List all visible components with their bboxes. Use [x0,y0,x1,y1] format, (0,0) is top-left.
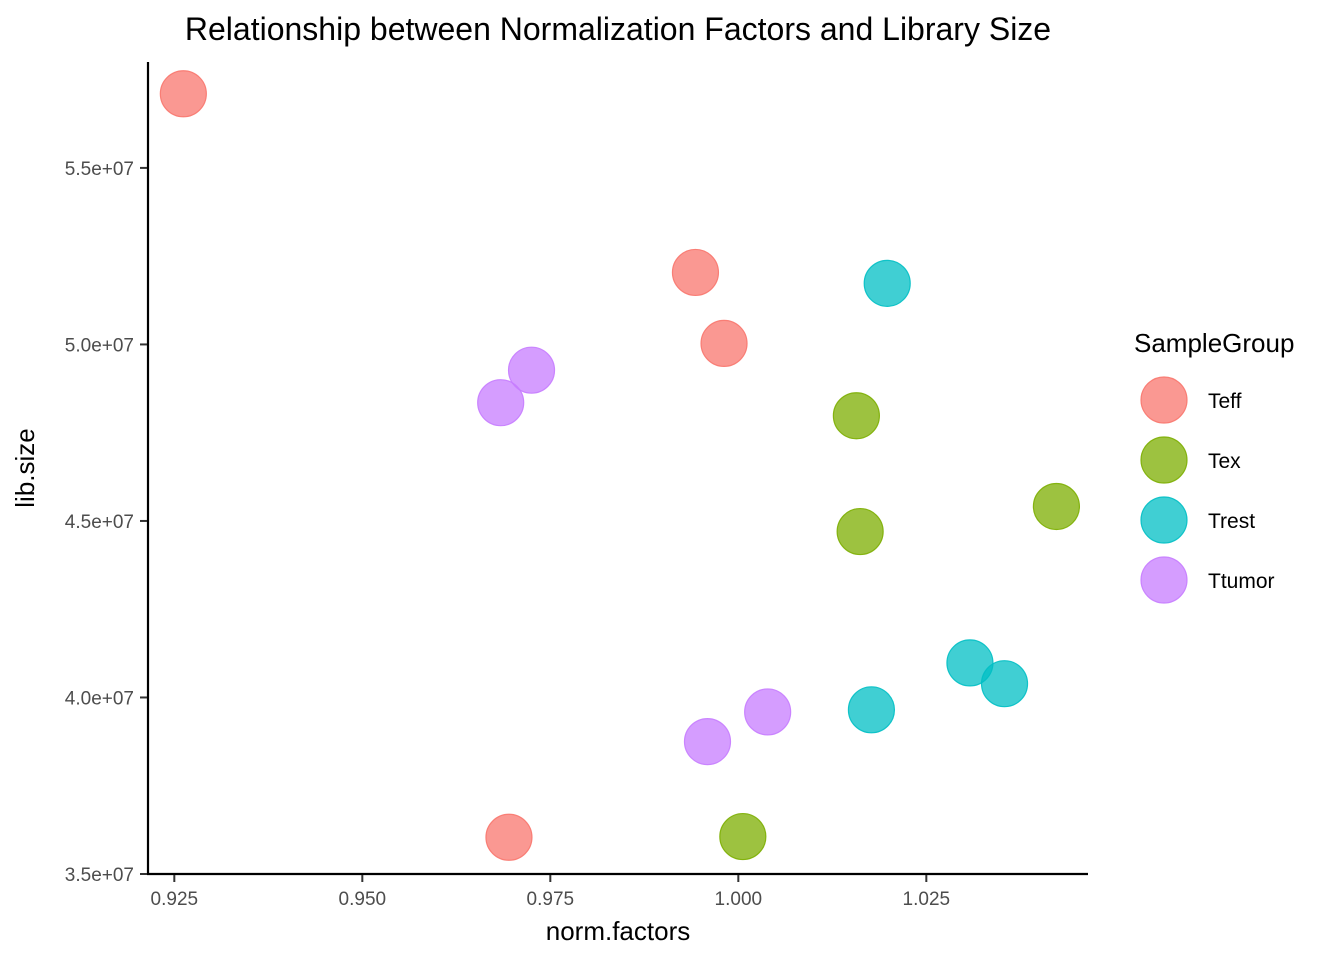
y-tick-label: 5.5e+07 [65,159,134,180]
data-point-ttumor [683,718,732,766]
legend-label-tex: Tex [1208,450,1241,473]
x-axis-title: norm.factors [546,916,691,946]
x-tick-label: 0.950 [339,889,387,910]
y-tick-label: 4.5e+07 [65,512,134,533]
y-tick-label: 5.0e+07 [65,335,134,356]
y-tick-label: 4.0e+07 [65,688,134,709]
data-point-tex [719,812,767,861]
legend: SampleGroup Teff Tex Trest Ttumor [1134,328,1294,604]
points-layer [159,70,1081,861]
legend-title: SampleGroup [1134,328,1294,358]
data-point-trest [847,686,896,734]
data-point-ttumor [507,346,556,394]
data-point-teff [159,70,207,118]
data-point-teff [485,813,533,861]
data-point-trest [980,660,1029,708]
legend-key-trest [1140,496,1188,544]
x-tick-label: 1.000 [715,889,763,910]
y-axis-ticks: 3.5e+07 4.0e+07 4.5e+07 5.0e+07 5.5e+07 [65,159,147,886]
chart-title: Relationship between Normalization Facto… [185,11,1051,47]
data-point-ttumor [744,688,792,736]
data-point-teff [671,248,720,297]
legend-items: Teff Tex Trest Ttumor [1140,376,1275,604]
data-point-ttumor [477,379,525,427]
y-axis-title: lib.size [10,428,40,507]
x-tick-label: 0.925 [151,889,199,910]
data-point-tex [836,507,884,556]
legend-key-ttumor [1140,556,1188,604]
data-point-tex [832,392,880,440]
x-axis-ticks: 0.925 0.950 0.975 1.000 1.025 [151,875,951,910]
x-tick-label: 0.975 [527,889,575,910]
legend-label-teff: Teff [1208,390,1242,413]
legend-key-teff [1140,376,1188,424]
y-tick-label: 3.5e+07 [65,865,134,886]
legend-label-trest: Trest [1208,510,1255,533]
legend-label-ttumor: Ttumor [1208,570,1275,593]
data-point-teff [700,319,748,367]
legend-key-tex [1140,436,1188,484]
data-point-trest [946,639,994,687]
data-point-tex [1032,482,1081,531]
x-tick-label: 1.025 [903,889,951,910]
data-point-trest [863,259,911,307]
